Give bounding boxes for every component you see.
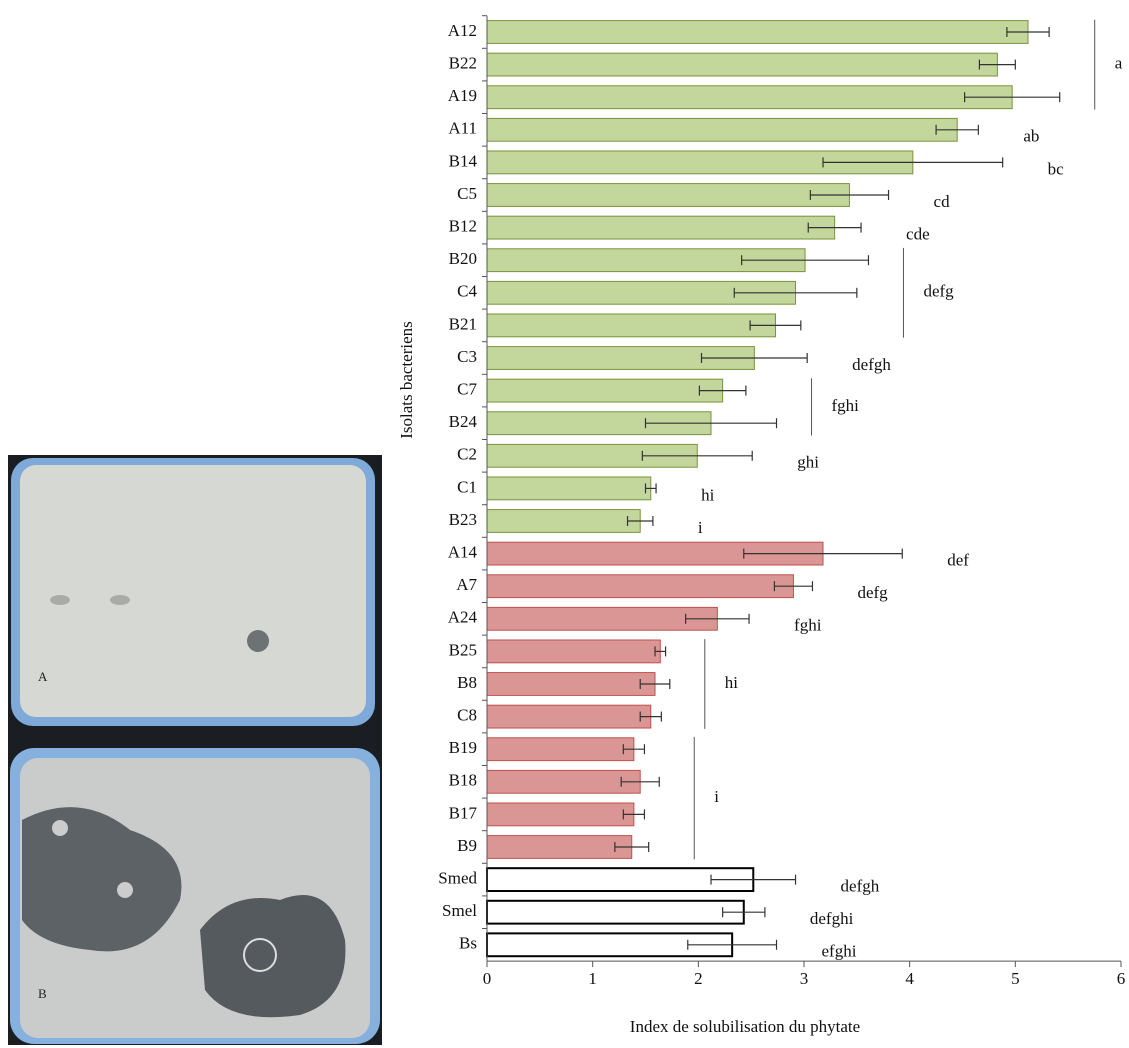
y-tick-label: Bs — [459, 934, 477, 953]
y-tick-label: Smed — [438, 869, 477, 888]
y-tick-label: C8 — [457, 706, 477, 725]
significance-letter: fghi — [832, 396, 860, 415]
x-tick-label: 0 — [483, 969, 492, 988]
colony — [247, 630, 269, 652]
bar — [486, 606, 718, 631]
bar — [486, 52, 998, 77]
y-tick-label: A19 — [448, 86, 477, 105]
y-tick-label: A14 — [448, 543, 478, 562]
bar — [486, 899, 745, 925]
y-tick-label: B14 — [449, 151, 478, 170]
bar — [486, 85, 1013, 110]
significance-letter: bc — [1048, 159, 1065, 178]
significance-letter: hi — [701, 485, 715, 504]
bar — [486, 802, 635, 827]
y-tick-label: C3 — [457, 347, 477, 366]
y-tick-label: B8 — [457, 673, 477, 692]
y-tick-label: C5 — [457, 184, 477, 203]
bar — [486, 215, 836, 240]
y-tick-label: B20 — [449, 249, 477, 268]
photo: A B — [8, 455, 382, 1045]
significance-letter: defg — [857, 583, 888, 602]
halo — [22, 807, 182, 952]
significance-letter: ghi — [797, 453, 819, 472]
plate-agar — [20, 465, 366, 717]
y-tick-label: B24 — [449, 412, 478, 431]
y-tick-label: B25 — [449, 640, 477, 659]
y-tick-label: B18 — [449, 771, 477, 790]
bar — [486, 313, 776, 338]
y-tick-label: A12 — [448, 21, 477, 40]
y-tick-label: B19 — [449, 738, 477, 757]
significance-letter: i — [698, 518, 703, 537]
bar — [486, 476, 652, 501]
bar — [486, 509, 641, 533]
x-tick-label: 6 — [1117, 969, 1126, 988]
y-tick-label: B21 — [449, 314, 477, 333]
y-tick-label: A7 — [456, 575, 477, 594]
colony — [117, 882, 133, 898]
colony — [52, 820, 68, 836]
significance-letter: defgh — [852, 355, 891, 374]
significance-letter: defg — [923, 282, 954, 301]
bar — [486, 769, 641, 794]
y-tick-label: C1 — [457, 477, 477, 496]
significance-letter: cde — [906, 225, 930, 244]
y-tick-label: C7 — [457, 380, 477, 399]
halo — [200, 895, 346, 1018]
y-tick-label: C2 — [457, 445, 477, 464]
significance-letter: cd — [934, 192, 951, 211]
bar — [486, 639, 661, 664]
y-axis-label: Isolats bacteriens — [397, 321, 416, 439]
significance-letter: def — [947, 551, 969, 570]
x-tick-label: 5 — [1011, 969, 1020, 988]
bar — [486, 20, 1029, 44]
y-tick-label: B17 — [449, 803, 478, 822]
y-tick-label: Smel — [442, 901, 477, 920]
bar — [486, 574, 794, 599]
y-tick-label: B9 — [457, 836, 477, 855]
x-axis-label: Index de solubilisation du phytate — [630, 1017, 860, 1036]
significance-letter: a — [1115, 54, 1123, 73]
y-tick-label: B22 — [449, 54, 477, 73]
colony — [243, 938, 277, 972]
colony — [50, 595, 70, 605]
x-tick-label: 2 — [694, 969, 703, 988]
y-tick-label: B23 — [449, 510, 477, 529]
significance-letter: i — [714, 787, 719, 806]
bar — [486, 378, 724, 403]
bar — [486, 704, 652, 729]
bar — [486, 672, 656, 696]
significance-letter: efghi — [822, 942, 857, 961]
significance-letter: hi — [725, 673, 739, 692]
bar — [486, 183, 850, 207]
significance-letter: ab — [1023, 127, 1039, 146]
x-tick-label: 1 — [588, 969, 597, 988]
y-tick-label: A24 — [448, 608, 478, 627]
significance-letter: fghi — [794, 616, 822, 635]
bar — [486, 737, 635, 762]
significance-letter: defghi — [810, 909, 854, 928]
x-tick-label: 4 — [905, 969, 914, 988]
colony — [110, 595, 130, 605]
x-tick-label: 3 — [800, 969, 809, 988]
significance-letter: defgh — [841, 877, 880, 896]
y-tick-label: C4 — [457, 282, 477, 301]
bar — [486, 835, 633, 859]
photo-label: A — [38, 669, 48, 684]
photo-label: B — [38, 986, 47, 1001]
bar — [486, 117, 958, 142]
y-tick-label: B12 — [449, 217, 477, 236]
y-tick-label: A11 — [448, 119, 477, 138]
